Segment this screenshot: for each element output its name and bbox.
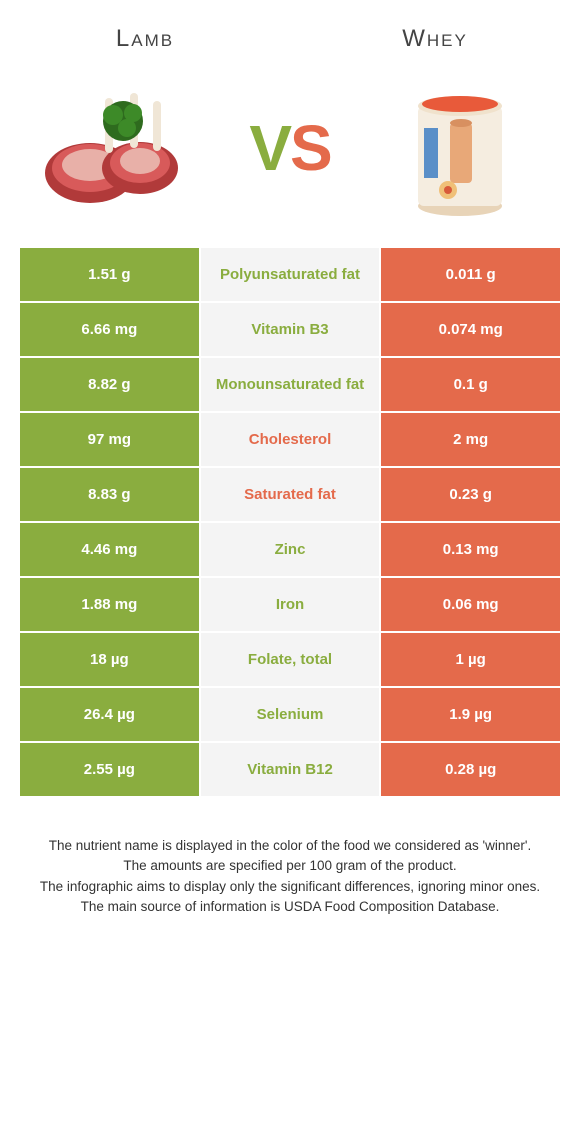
infographic-container: Lamb Whey VS (0, 0, 580, 917)
nutrient-label: Zinc (201, 523, 380, 576)
nutrient-label: Saturated fat (201, 468, 380, 521)
value-left: 97 mg (20, 413, 199, 466)
note-line: The infographic aims to display only the… (30, 877, 550, 897)
nutrient-label: Vitamin B12 (201, 743, 380, 796)
vs-s: S (290, 112, 331, 184)
value-left: 6.66 mg (20, 303, 199, 356)
value-right: 0.23 g (381, 468, 560, 521)
value-right: 0.1 g (381, 358, 560, 411)
value-right: 1.9 µg (381, 688, 560, 741)
nutrient-label: Selenium (201, 688, 380, 741)
note-line: The amounts are specified per 100 gram o… (30, 856, 550, 876)
whey-image (370, 78, 550, 218)
nutrient-label: Polyunsaturated fat (201, 248, 380, 301)
value-right: 0.28 µg (381, 743, 560, 796)
note-line: The nutrient name is displayed in the co… (30, 836, 550, 856)
lamb-icon (35, 83, 205, 213)
nutrient-label: Vitamin B3 (201, 303, 380, 356)
table-row: 6.66 mgVitamin B30.074 mg (20, 303, 560, 356)
food-left-title: Lamb (0, 25, 290, 53)
food-right-title: Whey (290, 25, 580, 53)
value-left: 4.46 mg (20, 523, 199, 576)
table-row: 1.51 gPolyunsaturated fat0.011 g (20, 248, 560, 301)
notes-section: The nutrient name is displayed in the co… (30, 836, 550, 917)
lamb-image (30, 78, 210, 218)
table-row: 8.83 gSaturated fat0.23 g (20, 468, 560, 521)
nutrient-label: Cholesterol (201, 413, 380, 466)
value-left: 1.51 g (20, 248, 199, 301)
nutrient-label: Folate, total (201, 633, 380, 686)
value-left: 2.55 µg (20, 743, 199, 796)
value-left: 8.82 g (20, 358, 199, 411)
value-left: 1.88 mg (20, 578, 199, 631)
value-right: 0.074 mg (381, 303, 560, 356)
images-row: VS (0, 68, 580, 248)
header: Lamb Whey (0, 0, 580, 68)
value-right: 0.011 g (381, 248, 560, 301)
table-row: 4.46 mgZinc0.13 mg (20, 523, 560, 576)
value-left: 26.4 µg (20, 688, 199, 741)
vs-label: VS (249, 111, 330, 185)
vs-v: V (249, 112, 290, 184)
table-row: 97 mgCholesterol2 mg (20, 413, 560, 466)
value-right: 0.13 mg (381, 523, 560, 576)
table-row: 8.82 gMonounsaturated fat0.1 g (20, 358, 560, 411)
table-row: 1.88 mgIron0.06 mg (20, 578, 560, 631)
table-row: 2.55 µgVitamin B120.28 µg (20, 743, 560, 796)
value-left: 18 µg (20, 633, 199, 686)
whey-icon (400, 78, 520, 218)
value-right: 1 µg (381, 633, 560, 686)
nutrient-label: Monounsaturated fat (201, 358, 380, 411)
note-line: The main source of information is USDA F… (30, 897, 550, 917)
nutrient-label: Iron (201, 578, 380, 631)
value-left: 8.83 g (20, 468, 199, 521)
value-right: 0.06 mg (381, 578, 560, 631)
table-row: 26.4 µgSelenium1.9 µg (20, 688, 560, 741)
value-right: 2 mg (381, 413, 560, 466)
comparison-table: 1.51 gPolyunsaturated fat0.011 g6.66 mgV… (20, 248, 560, 796)
table-row: 18 µgFolate, total1 µg (20, 633, 560, 686)
